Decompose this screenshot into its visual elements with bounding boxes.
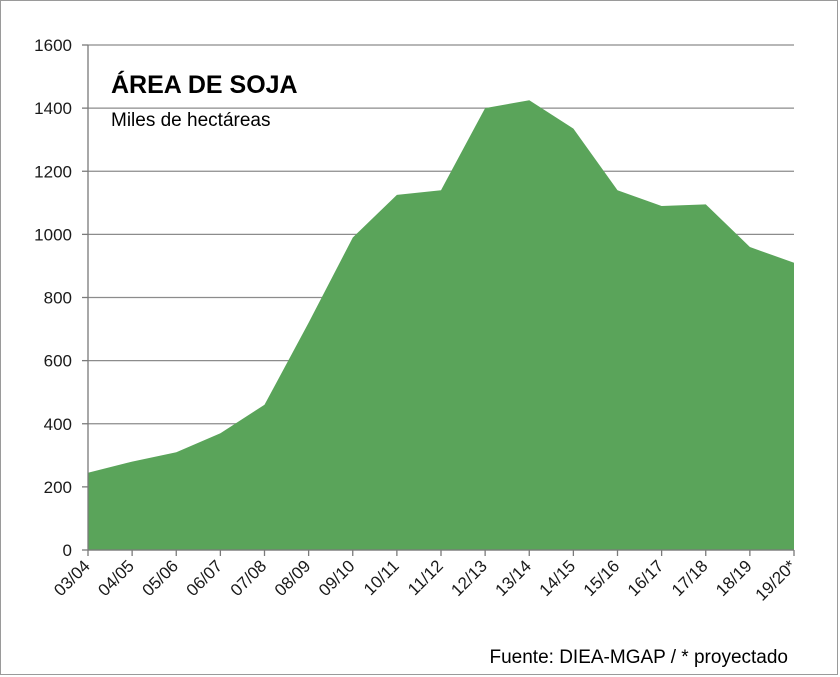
x-tick-label: 16/17 [624, 556, 668, 600]
x-tick-label: 03/04 [50, 556, 94, 600]
x-tick-label: 09/10 [315, 556, 359, 600]
soy-area-series [88, 100, 794, 550]
chart-source-note: Fuente: DIEA-MGAP / * proyectado [489, 647, 788, 668]
x-axis-tick-labels: 03/04 04/05 05/06 06/07 07/08 08/09 09/10 10/11… [50, 556, 800, 604]
x-tick-label: 11/12 [404, 556, 447, 599]
y-tick-label: 600 [44, 352, 72, 371]
y-tick-label: 200 [44, 478, 72, 497]
x-tick-label: 08/09 [271, 556, 315, 600]
x-tick-label: 07/08 [227, 556, 271, 600]
y-tick-label: 1600 [34, 36, 72, 55]
axes [82, 44, 795, 556]
x-tick-label: 18/19 [712, 556, 756, 600]
x-tick-label: 06/07 [183, 556, 227, 600]
y-axis-tick-labels: 0 200 400 600 800 1000 1200 1400 1600 [34, 36, 72, 560]
x-tick-label: 12/13 [447, 556, 491, 600]
x-tick-label: 10/11 [360, 556, 403, 599]
y-tick-label: 1000 [34, 225, 72, 244]
chart-title: ÁREA DE SOJA [111, 70, 298, 99]
x-tick-label: 19/20* [752, 556, 800, 604]
y-tick-label: 400 [44, 415, 72, 434]
x-tick-label: 13/14 [492, 556, 536, 600]
y-tick-label: 800 [44, 289, 72, 308]
x-tick-label: 17/18 [668, 556, 712, 600]
x-tick-label: 14/15 [536, 556, 580, 600]
x-tick-label: 04/05 [94, 556, 138, 600]
y-tick-label: 1200 [34, 162, 72, 181]
x-tick-label: 15/16 [580, 556, 624, 600]
x-tick-label: 05/06 [139, 556, 183, 600]
y-tick-label: 0 [63, 541, 72, 560]
y-tick-label: 1400 [34, 99, 72, 118]
chart-subtitle: Miles de hectáreas [111, 110, 270, 131]
